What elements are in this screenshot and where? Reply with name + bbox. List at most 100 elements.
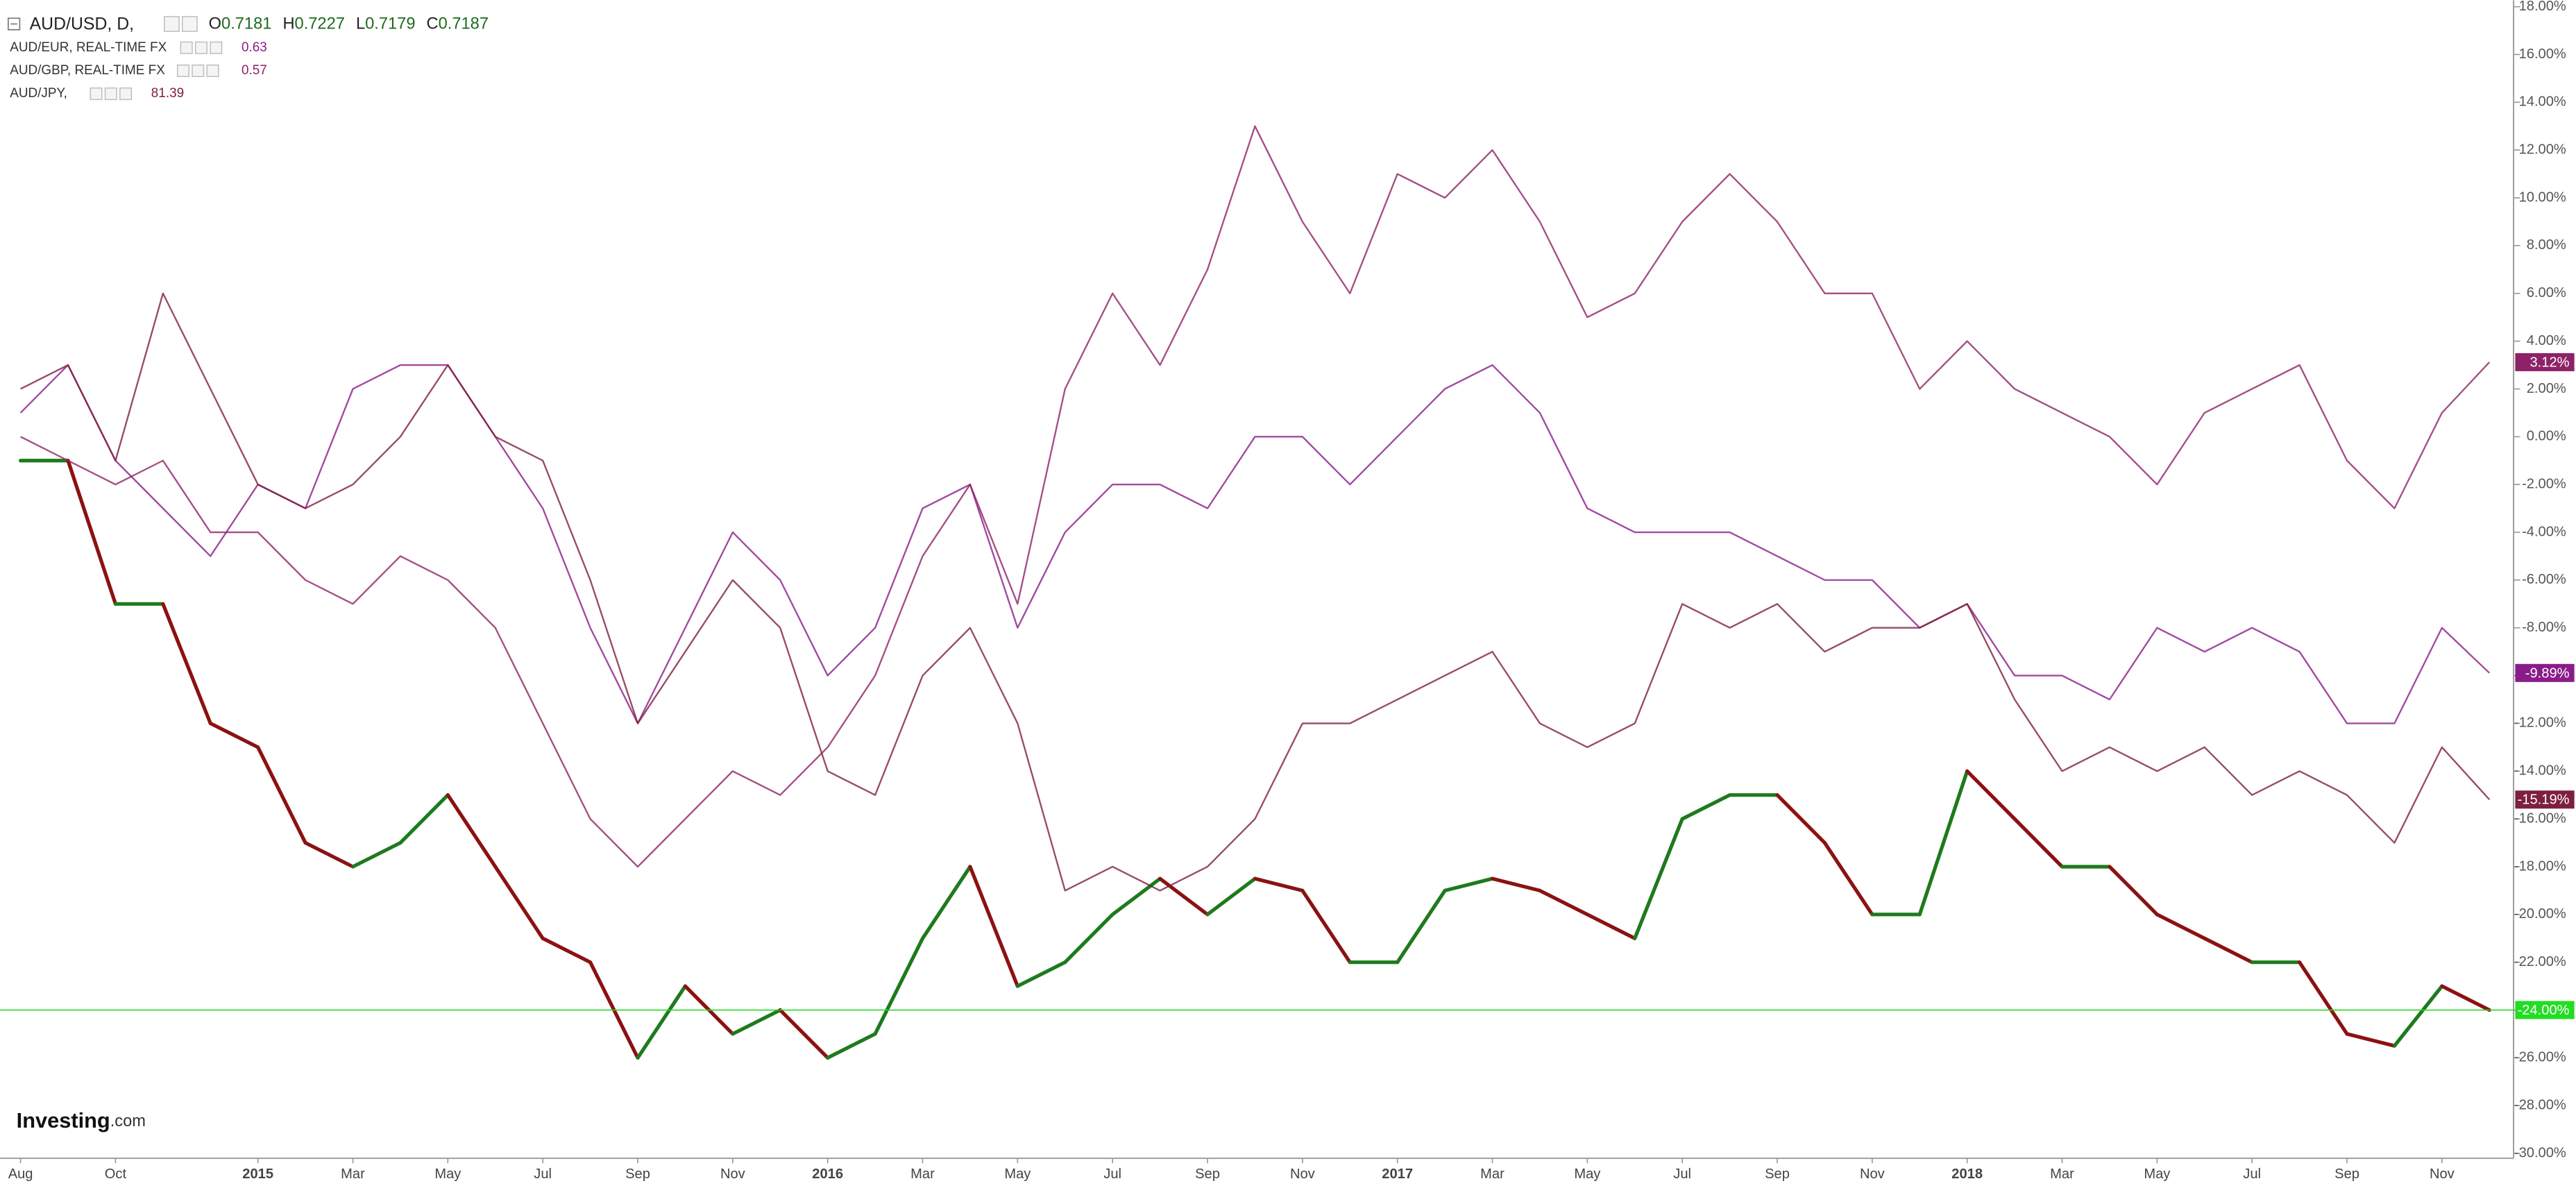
ohlc-label: C (427, 15, 439, 33)
last-value-label: -24.00% (2518, 1003, 2570, 1018)
legend-icon[interactable] (176, 65, 189, 77)
price-segment (1300, 888, 1352, 965)
legend-value: 0.57 (242, 63, 267, 78)
price-segment (1110, 876, 1162, 917)
price-segment (541, 936, 593, 965)
price-segment (1396, 888, 1447, 965)
x-tick-label: Jul (2243, 1166, 2261, 1182)
legend-value: 81.39 (151, 86, 184, 101)
price-segment (1253, 876, 1305, 893)
legend-icon[interactable] (182, 16, 198, 32)
price-segment (1633, 817, 1684, 940)
price-segment (161, 602, 212, 726)
price-segment (2012, 817, 2065, 869)
last-value-label: -15.19% (2518, 792, 2570, 808)
price-segment (493, 865, 545, 940)
price-segment (873, 936, 925, 1036)
price-segment (66, 459, 118, 606)
legend-value: 0.63 (242, 40, 267, 55)
price-segment (1158, 876, 1210, 917)
ohlc-value: 0.7179 (365, 15, 415, 33)
ohlc-label: O (209, 15, 221, 33)
ohlc-readout: O0.7181 H0.7227 L0.7179 C0.7187 (209, 15, 489, 33)
main-symbol: AUD/USD, D, (30, 15, 134, 33)
series-line (20, 292, 2491, 892)
legend-icon[interactable] (192, 65, 205, 77)
price-segment (1917, 769, 1969, 917)
y-tick-label: -16.00% (2514, 811, 2566, 826)
legend-icon[interactable] (180, 41, 193, 54)
price-segment (1063, 913, 1115, 965)
legend-icon[interactable] (104, 87, 117, 101)
y-tick-label: 10.00% (2519, 189, 2566, 205)
price-segment (2155, 913, 2207, 940)
price-segment (1538, 888, 1589, 917)
x-tick-label: Nov (1860, 1166, 1885, 1182)
x-tick-label: Nov (2430, 1166, 2455, 1182)
price-segment (731, 1008, 782, 1036)
legend-icon[interactable] (206, 65, 219, 77)
price-segment (256, 745, 307, 845)
price-segment (636, 984, 688, 1060)
legend-name: AUD/EUR, REAL-TIME FX (10, 40, 167, 55)
price-segment (920, 865, 972, 940)
y-tick-label: -6.00% (2522, 572, 2566, 587)
y-tick-label: 14.00% (2519, 94, 2566, 110)
ohlc-value: 0.7181 (221, 15, 271, 33)
legend: AUD/EUR, REAL-TIME FX 0.63 AUD/GBP, REAL-T… (10, 40, 267, 101)
y-tick-label: 2.00% (2527, 381, 2566, 396)
price-segment (1680, 793, 1732, 821)
y-tick-label: 8.00% (2527, 237, 2566, 253)
y-tick-label: -4.00% (2522, 524, 2566, 539)
legend-icon[interactable] (195, 41, 207, 54)
x-tick-label: Mar (341, 1166, 365, 1182)
legend-icon[interactable] (90, 87, 103, 101)
watermark: Investing.com (17, 1108, 146, 1132)
y-tick-label: 4.00% (2527, 333, 2566, 348)
price-segment (1015, 960, 1067, 988)
last-value-tag (2515, 1001, 2575, 1019)
last-value-label: 3.12% (2530, 355, 2569, 370)
price-segment (446, 793, 498, 869)
y-tick-label: -28.00% (2514, 1098, 2566, 1113)
legend-name: AUD/JPY, (10, 86, 67, 101)
ohlc-value: 0.7227 (295, 15, 345, 33)
collapse-icon[interactable] (8, 17, 21, 31)
price-segment (1775, 793, 1827, 845)
price-segment (2108, 865, 2159, 917)
x-tick-label: 2016 (812, 1166, 843, 1182)
legend-icon[interactable] (119, 87, 133, 101)
series-line (20, 125, 2491, 868)
price-segment (1965, 769, 2017, 821)
x-tick-label: Mar (910, 1166, 935, 1182)
x-tick-label: Aug (8, 1166, 33, 1182)
price-segment (303, 840, 355, 869)
x-tick-label: Jul (1673, 1166, 1691, 1182)
price-segment (350, 840, 402, 869)
legend-icon[interactable] (164, 16, 180, 32)
x-tick-label: Nov (1290, 1166, 1315, 1182)
y-tick-label: -8.00% (2522, 620, 2566, 635)
price-segment (968, 865, 1019, 988)
x-tick-label: Sep (1765, 1166, 1790, 1182)
price-segment (398, 793, 450, 845)
y-tick-label: -14.00% (2514, 763, 2566, 779)
x-tick-label: Sep (1195, 1166, 1220, 1182)
ohlc-label: L (356, 15, 365, 33)
last-value-tag (2515, 790, 2575, 809)
watermark-suffix: .com (110, 1112, 146, 1130)
plot-area (0, 125, 2514, 1060)
price-segment (2392, 984, 2444, 1048)
price-segment (2203, 936, 2254, 965)
y-tick-label: -26.00% (2514, 1050, 2566, 1065)
y-tick-label: -12.00% (2514, 715, 2566, 731)
price-segment (1585, 913, 1637, 940)
legend-icon[interactable] (210, 41, 223, 54)
price-segment (1490, 876, 1542, 893)
y-tick-label: 0.00% (2527, 429, 2566, 444)
price-segment (1443, 876, 1495, 893)
y-tick-label: -22.00% (2514, 954, 2566, 969)
price-segment (2440, 984, 2491, 1012)
